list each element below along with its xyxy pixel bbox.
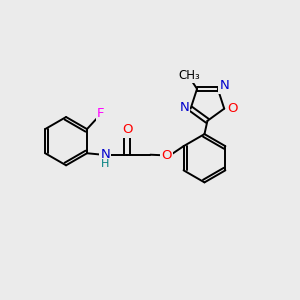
- Text: O: O: [122, 124, 133, 136]
- Text: O: O: [161, 149, 172, 162]
- Text: N: N: [179, 101, 189, 114]
- Text: O: O: [227, 102, 238, 115]
- Text: N: N: [219, 80, 229, 92]
- Text: N: N: [100, 148, 110, 161]
- Text: F: F: [97, 107, 105, 120]
- Text: H: H: [101, 159, 110, 169]
- Text: CH₃: CH₃: [178, 69, 200, 82]
